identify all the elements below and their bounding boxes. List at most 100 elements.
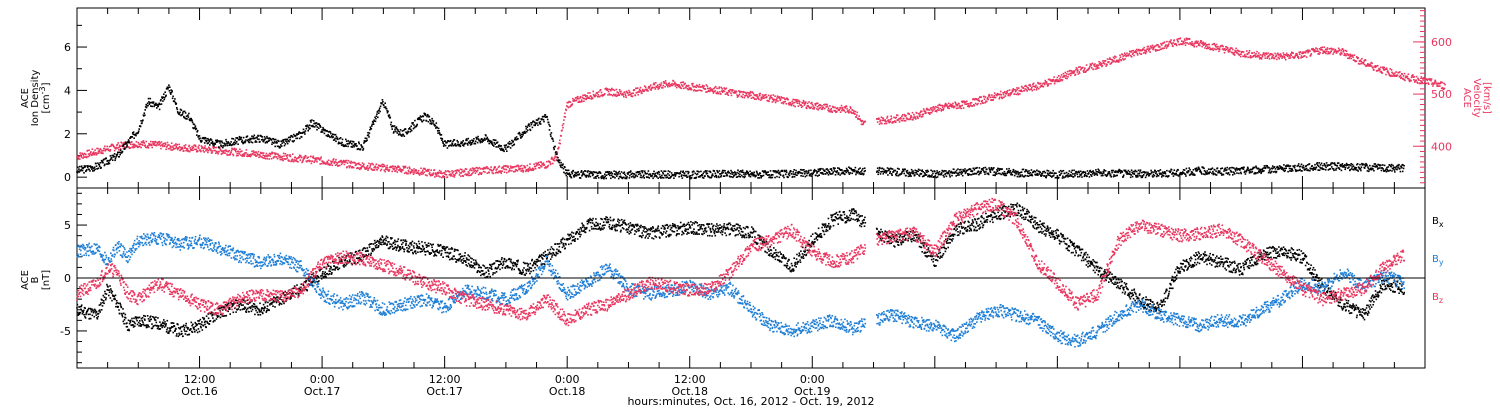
velocity-point [940, 104, 942, 107]
velocity-point [1053, 82, 1056, 85]
density-point [322, 126, 324, 129]
density-point [758, 177, 761, 179]
velocity-point [491, 172, 494, 174]
density-point [471, 141, 474, 144]
velocity-point [1402, 75, 1405, 77]
velocity-point [795, 100, 798, 103]
velocity-point [1333, 51, 1335, 54]
velocity-point [534, 165, 536, 168]
velocity-point [302, 158, 305, 160]
density-point [128, 141, 131, 144]
density-point [640, 170, 643, 172]
velocity-point [484, 171, 486, 173]
density-point [742, 176, 744, 178]
velocity-point [1382, 66, 1384, 68]
velocity-point [508, 170, 510, 172]
velocity-point [1344, 49, 1347, 52]
density-point [325, 134, 328, 137]
velocity-point [254, 153, 256, 156]
density-point [460, 142, 462, 145]
velocity-point [678, 84, 681, 87]
velocity-point [850, 112, 853, 114]
velocity-point [1395, 75, 1398, 77]
density-point [767, 171, 769, 173]
density-point [458, 144, 461, 146]
velocity-point [1000, 96, 1003, 98]
x-tick-label-date: Oct.17 [304, 385, 341, 398]
velocity-point [488, 171, 490, 174]
velocity-point [1412, 76, 1415, 78]
velocity-point [1183, 38, 1186, 40]
velocity-point [1286, 54, 1288, 56]
velocity-point [261, 156, 264, 159]
velocity-point [282, 159, 284, 162]
density-point [779, 171, 781, 174]
density-point [241, 141, 243, 143]
velocity-point [966, 103, 969, 105]
velocity-point [248, 153, 250, 156]
density-point [911, 172, 914, 175]
density-point [822, 173, 825, 175]
velocity-point [1125, 55, 1128, 57]
density-point [170, 91, 173, 94]
velocity-point [243, 153, 246, 156]
velocity-point [410, 171, 412, 173]
velocity-point [476, 167, 478, 169]
velocity-point [814, 103, 816, 105]
density-point [813, 171, 815, 173]
velocity-point [633, 89, 636, 91]
velocity-point [582, 97, 585, 100]
velocity-point [947, 102, 950, 105]
velocity-point [560, 135, 562, 137]
velocity-point [1255, 55, 1258, 58]
velocity-point [1099, 61, 1102, 64]
density-point [506, 150, 508, 152]
density-point [737, 169, 739, 171]
velocity-point [98, 150, 101, 153]
velocity-point [411, 170, 414, 172]
density-point [629, 171, 632, 173]
density-point [427, 114, 429, 117]
velocity-point [1058, 75, 1060, 77]
density-point [845, 167, 848, 170]
density-point [206, 139, 208, 142]
density-point [925, 170, 927, 172]
density-point [624, 177, 626, 180]
velocity-point [1146, 48, 1148, 50]
velocity-point [1362, 62, 1365, 65]
density-point [337, 138, 339, 141]
density-point [329, 136, 331, 139]
velocity-point [392, 165, 395, 168]
velocity-point [372, 169, 375, 171]
velocity-point [942, 108, 945, 110]
density-point [253, 137, 255, 140]
density-point [910, 175, 912, 177]
density-point [766, 171, 768, 174]
density-point [277, 145, 280, 148]
velocity-point [379, 165, 381, 167]
density-point [157, 105, 159, 108]
velocity-point [331, 161, 333, 163]
density-point [808, 169, 810, 172]
density-point [643, 170, 646, 172]
density-point [525, 125, 527, 128]
velocity-point [862, 123, 865, 125]
velocity-point [1384, 68, 1387, 70]
velocity-point [367, 167, 370, 170]
density-point [254, 140, 257, 142]
velocity-point [918, 112, 920, 115]
density-point [407, 131, 410, 133]
density-point [546, 116, 548, 118]
velocity-point [1091, 62, 1094, 65]
velocity-point [1162, 42, 1165, 44]
velocity-point [437, 175, 440, 177]
velocity-point [131, 143, 134, 146]
density-point [846, 169, 848, 171]
velocity-point [208, 147, 211, 149]
velocity-point [639, 89, 641, 92]
velocity-point [950, 105, 952, 107]
velocity-point [788, 104, 790, 106]
density-point [366, 139, 368, 142]
velocity-point [699, 89, 701, 91]
velocity-point [356, 162, 359, 165]
